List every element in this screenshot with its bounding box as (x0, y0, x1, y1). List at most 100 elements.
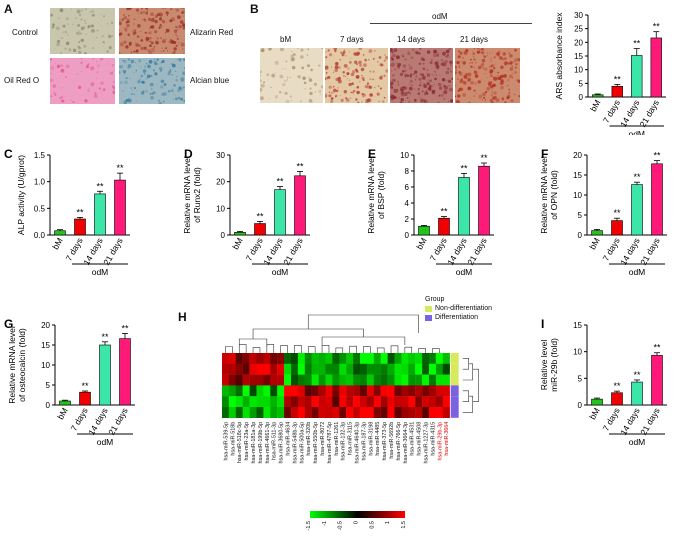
heatmap-cell (235, 374, 243, 386)
category-label: 7 days (601, 406, 622, 433)
heatmap-cell (222, 385, 230, 397)
mirna-label: hsa-miR-4485 (375, 422, 381, 456)
heatmap-cell (394, 374, 402, 386)
column-dendrogram-branch (321, 344, 330, 353)
mirna-label: hsa-miR-550b-5p (313, 422, 319, 464)
heatmap-legend-title: Group (425, 296, 445, 303)
chart-g-osteocalcin: G 0 5 10 15 20 Relative mRNA level of osteocalc… (4, 317, 135, 447)
bar (651, 163, 663, 236)
heatmap-cell (304, 363, 312, 375)
heatmap-cell (270, 363, 278, 375)
column-dendrogram-branch (225, 346, 233, 353)
bar (650, 37, 662, 98)
heatmap-cell (318, 363, 326, 375)
significance-mark: ** (296, 162, 304, 172)
micrograph-14-days (390, 48, 453, 103)
heatmap-cell (429, 396, 437, 408)
significance-mark: ** (653, 151, 661, 161)
heatmap-cell (394, 353, 402, 364)
heatmap-cell (235, 353, 243, 364)
heatmap-cell (284, 385, 292, 397)
bar (94, 193, 106, 236)
heatmap-cell (387, 407, 395, 418)
heatmap-cell (222, 407, 230, 418)
heatmap-cell (346, 385, 354, 397)
y-tick-label: 0.5 (34, 204, 46, 213)
bar (438, 217, 450, 236)
panel-label-b: B (250, 2, 259, 16)
color-scale-tick: -0.5 (338, 521, 344, 530)
mirna-label: hsa-miR-1227-3p (424, 422, 430, 464)
group-label: odM (629, 267, 646, 277)
column-dendrogram-branch (335, 347, 344, 353)
significance-mark: ** (613, 208, 621, 218)
heatmap-cell (429, 374, 437, 386)
panel-label-d: D (184, 147, 193, 161)
column-dendrogram-branch (376, 347, 385, 353)
significance-mark: ** (633, 39, 641, 49)
heatmap-cell (435, 385, 443, 397)
heatmap-cell (277, 407, 285, 418)
heatmap-cell (373, 385, 381, 397)
y-axis-label: of BSP (fold) (376, 171, 386, 219)
group-label: odM (92, 267, 109, 277)
heatmap-cell (408, 407, 416, 418)
legend-label-differentiation: Differentiation (435, 314, 479, 321)
heatmap-cell (297, 407, 305, 418)
y-tick-label: 8 (405, 167, 410, 176)
heatmap-cell (366, 374, 374, 386)
heatmap-cell (360, 396, 368, 408)
heatmap-cell (291, 407, 299, 418)
heatmap-cell (346, 363, 354, 375)
heatmap-cell (380, 363, 388, 375)
heatmap-cell (394, 407, 402, 418)
heatmap-cell (353, 353, 361, 364)
heatmap-cell (304, 396, 312, 408)
heatmap-cell (291, 374, 299, 386)
category-label: 21 days (465, 236, 489, 267)
bar (74, 218, 86, 236)
heatmap-cell (339, 353, 347, 364)
heatmap-cell (311, 385, 319, 397)
micrograph-alizarin-red (119, 8, 185, 54)
y-tick-label: 4 (405, 199, 410, 208)
category-label: 21 days (106, 406, 130, 437)
y-tick-label: 20 (574, 38, 583, 47)
heatmap-cell (228, 363, 236, 375)
heatmap-cell (284, 363, 292, 375)
y-tick-label: 15 (573, 321, 582, 330)
heatmap-cell (297, 385, 305, 397)
heatmap-cell (422, 374, 430, 386)
y-axis-label: ALP activity (U/gprot) (16, 155, 26, 235)
heatmap-cell (256, 396, 264, 408)
category-label: bM (50, 236, 65, 251)
micrograph-bm (260, 48, 323, 103)
heatmap-cell (415, 385, 423, 397)
heatmap-cell (222, 396, 230, 408)
y-tick-label: 20 (216, 178, 225, 187)
group-label: odM (628, 129, 645, 135)
heatmap-cell (311, 374, 319, 386)
column-dendrogram-branch (390, 345, 399, 353)
mirna-label: hsa-miR-518c-5p (237, 422, 243, 463)
heatmap-cell (387, 363, 395, 375)
bar (99, 344, 111, 406)
heatmap-cell (222, 353, 230, 364)
significance-mark: ** (653, 343, 661, 353)
group-label: odM (272, 267, 289, 277)
significance-mark: ** (76, 207, 84, 217)
row-dendrogram-branch (462, 358, 469, 370)
heatmap-cell (408, 385, 416, 397)
y-axis-label: of OPN (fold) (549, 170, 559, 220)
heatmap-cell (325, 353, 333, 364)
heatmap-cell (325, 396, 333, 408)
heatmap-cell (304, 385, 312, 397)
color-scale-tick: -1.5 (306, 521, 312, 530)
heatmap-cell (408, 353, 416, 364)
y-tick-label: 1.0 (34, 178, 46, 187)
y-tick-label: 0 (578, 231, 583, 240)
y-tick-label: 25 (574, 25, 583, 34)
heatmap-cell (242, 407, 250, 418)
caption-bm: bM (280, 35, 292, 44)
heatmap-cell (353, 374, 361, 386)
